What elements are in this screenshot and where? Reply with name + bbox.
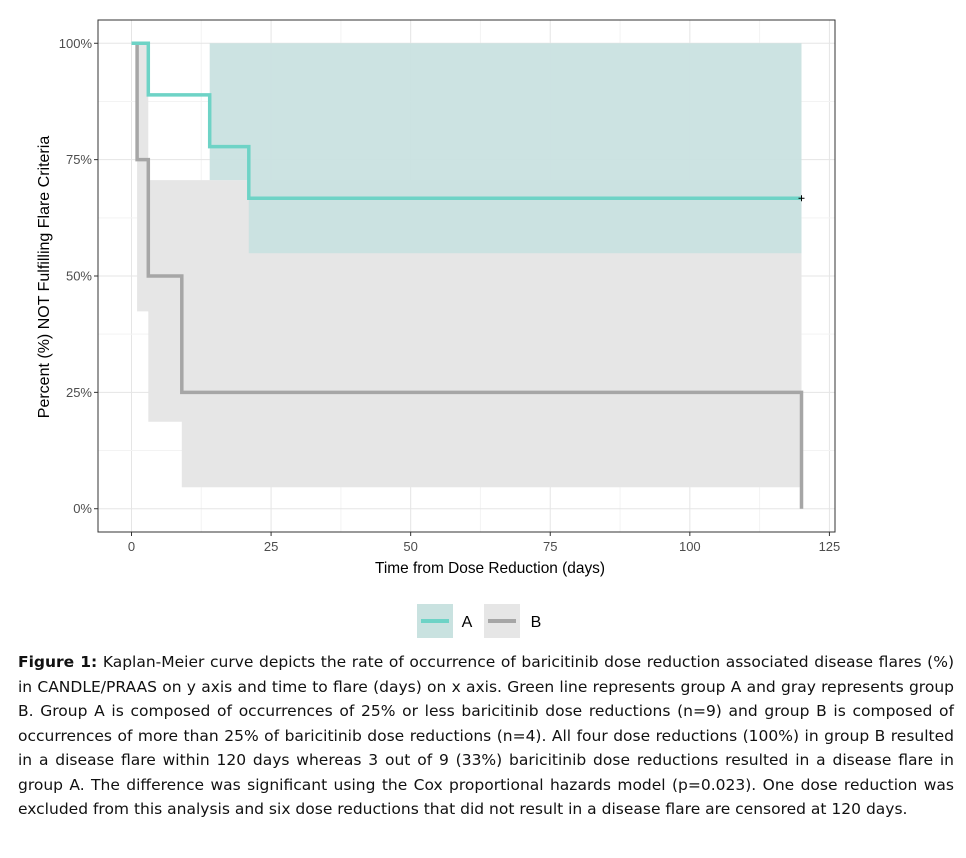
y-tick-label: 50% <box>66 269 92 284</box>
axes: 0 25 50 75 100 125 0% 25% 50% 75% 100% <box>59 36 841 554</box>
x-tick-label: 125 <box>819 539 841 554</box>
x-tick-label: 100 <box>679 539 701 554</box>
y-axis-title: Percent (%) NOT Fulfilling Flare Criteri… <box>36 136 53 419</box>
figure-caption: Figure 1: Kaplan-Meier curve depicts the… <box>18 650 954 822</box>
kaplan-meier-chart: 0 25 50 75 100 125 0% 25% 50% 75% 100% Time from D… <box>36 19 841 638</box>
legend-label-b: B <box>531 614 542 631</box>
figure-label: Figure 1: <box>18 653 98 671</box>
x-tick-label: 0 <box>128 539 135 554</box>
censor-marks <box>798 195 805 202</box>
y-tick-label: 100% <box>59 36 93 51</box>
legend-label-a: A <box>462 614 473 631</box>
figure-caption-text: Kaplan-Meier curve depicts the rate of o… <box>18 653 954 818</box>
x-tick-label: 50 <box>403 539 417 554</box>
survival-curves <box>131 41 804 509</box>
confidence-bands <box>131 43 802 488</box>
x-axis-title: Time from Dose Reduction (days) <box>375 560 605 577</box>
y-tick-label: 0% <box>73 501 92 516</box>
kaplan-meier-figure: 0 25 50 75 100 125 0% 25% 50% 75% 100% Time from D… <box>36 19 841 638</box>
confidence-band-a <box>131 43 802 316</box>
survival-curve-b <box>131 41 804 509</box>
y-tick-label: 75% <box>66 152 92 167</box>
y-tick-label: 25% <box>66 385 92 400</box>
survival-curve-a <box>131 41 802 201</box>
x-tick-label: 75 <box>543 539 557 554</box>
confidence-band-b <box>131 43 802 488</box>
x-tick-label: 25 <box>264 539 278 554</box>
